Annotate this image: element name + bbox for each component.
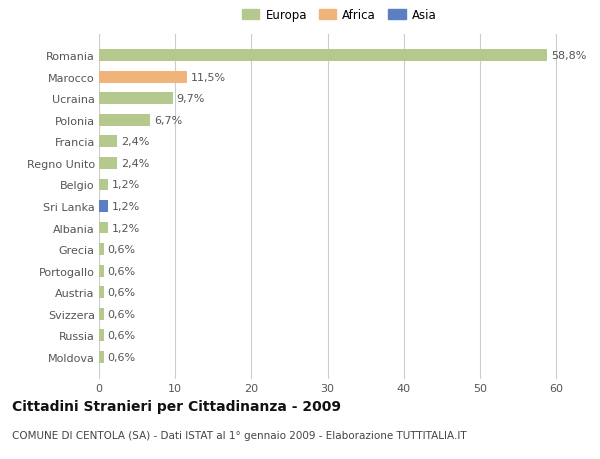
- Bar: [99, 244, 104, 256]
- Legend: Europa, Africa, Asia: Europa, Africa, Asia: [242, 9, 436, 22]
- Text: 0,6%: 0,6%: [107, 245, 136, 255]
- Bar: [99, 157, 117, 169]
- Text: 2,4%: 2,4%: [121, 158, 149, 168]
- Bar: [99, 201, 108, 213]
- Bar: [99, 136, 117, 148]
- Text: 9,7%: 9,7%: [177, 94, 205, 104]
- Text: Cittadini Stranieri per Cittadinanza - 2009: Cittadini Stranieri per Cittadinanza - 2…: [12, 399, 341, 413]
- Bar: [99, 50, 547, 62]
- Bar: [99, 351, 104, 363]
- Text: 0,6%: 0,6%: [107, 288, 136, 297]
- Text: 58,8%: 58,8%: [551, 51, 586, 61]
- Text: 6,7%: 6,7%: [154, 116, 182, 125]
- Bar: [99, 115, 150, 126]
- Bar: [99, 308, 104, 320]
- Text: 2,4%: 2,4%: [121, 137, 149, 147]
- Bar: [99, 72, 187, 84]
- Text: 0,6%: 0,6%: [107, 352, 136, 362]
- Text: 1,2%: 1,2%: [112, 202, 140, 212]
- Text: 0,6%: 0,6%: [107, 309, 136, 319]
- Text: 1,2%: 1,2%: [112, 223, 140, 233]
- Bar: [99, 265, 104, 277]
- Bar: [99, 222, 108, 234]
- Text: COMUNE DI CENTOLA (SA) - Dati ISTAT al 1° gennaio 2009 - Elaborazione TUTTITALIA: COMUNE DI CENTOLA (SA) - Dati ISTAT al 1…: [12, 431, 467, 441]
- Bar: [99, 93, 173, 105]
- Text: 11,5%: 11,5%: [190, 73, 226, 83]
- Text: 0,6%: 0,6%: [107, 330, 136, 341]
- Text: 0,6%: 0,6%: [107, 266, 136, 276]
- Bar: [99, 330, 104, 341]
- Text: 1,2%: 1,2%: [112, 180, 140, 190]
- Bar: [99, 179, 108, 191]
- Bar: [99, 287, 104, 298]
